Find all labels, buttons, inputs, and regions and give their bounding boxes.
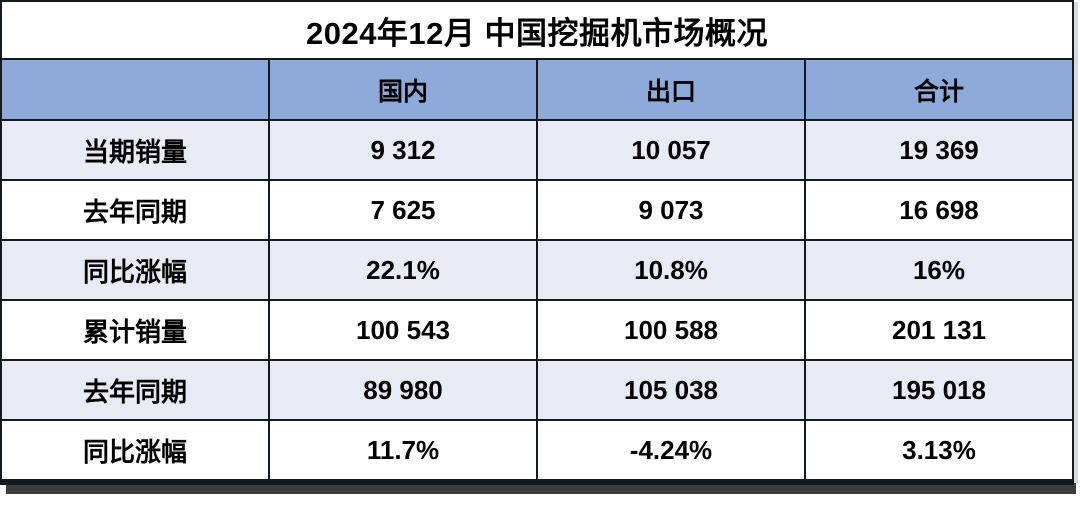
header-cell-export: 出口	[536, 58, 806, 121]
cell-value: 3.13%	[804, 419, 1074, 483]
cell-value: 195 018	[804, 359, 1074, 421]
cell-value: 9 312	[268, 119, 538, 181]
header-cell-total: 合计	[804, 58, 1074, 121]
header-cell-empty	[0, 58, 270, 121]
row-label: 去年同期	[0, 179, 270, 241]
table-row: 累计销量 100 543 100 588 201 131	[0, 299, 1074, 361]
table-row: 当期销量 9 312 10 057 19 369	[0, 119, 1074, 181]
cell-value: 100 588	[536, 299, 806, 361]
table-title-row: 2024年12月 中国挖掘机市场概况	[0, 0, 1074, 60]
cell-value: 9 073	[536, 179, 806, 241]
cell-value: 201 131	[804, 299, 1074, 361]
cell-value: 10 057	[536, 119, 806, 181]
cell-value: -4.24%	[536, 419, 806, 483]
table-row: 同比涨幅 11.7% -4.24% 3.13%	[0, 419, 1074, 483]
cell-value: 10.8%	[536, 239, 806, 301]
row-label: 当期销量	[0, 119, 270, 181]
cell-value: 89 980	[268, 359, 538, 421]
cell-value: 105 038	[536, 359, 806, 421]
cell-value: 11.7%	[268, 419, 538, 483]
cell-value: 16 698	[804, 179, 1074, 241]
cell-value: 7 625	[268, 179, 538, 241]
table-header-row: 国内 出口 合计	[0, 58, 1074, 121]
row-label: 去年同期	[0, 359, 270, 421]
row-label: 同比涨幅	[0, 239, 270, 301]
header-cell-domestic: 国内	[268, 58, 538, 121]
cell-value: 100 543	[268, 299, 538, 361]
cell-value: 16%	[804, 239, 1074, 301]
excavator-market-table: 2024年12月 中国挖掘机市场概况 国内 出口 合计 当期销量 9 312 1…	[0, 0, 1074, 485]
page-title: 2024年12月 中国挖掘机市场概况	[0, 0, 1074, 60]
row-label: 同比涨幅	[0, 419, 270, 483]
cell-value: 22.1%	[268, 239, 538, 301]
table-row: 去年同期 7 625 9 073 16 698	[0, 179, 1074, 241]
cell-value: 19 369	[804, 119, 1074, 181]
table-row: 去年同期 89 980 105 038 195 018	[0, 359, 1074, 421]
row-label: 累计销量	[0, 299, 270, 361]
table-row: 同比涨幅 22.1% 10.8% 16%	[0, 239, 1074, 301]
